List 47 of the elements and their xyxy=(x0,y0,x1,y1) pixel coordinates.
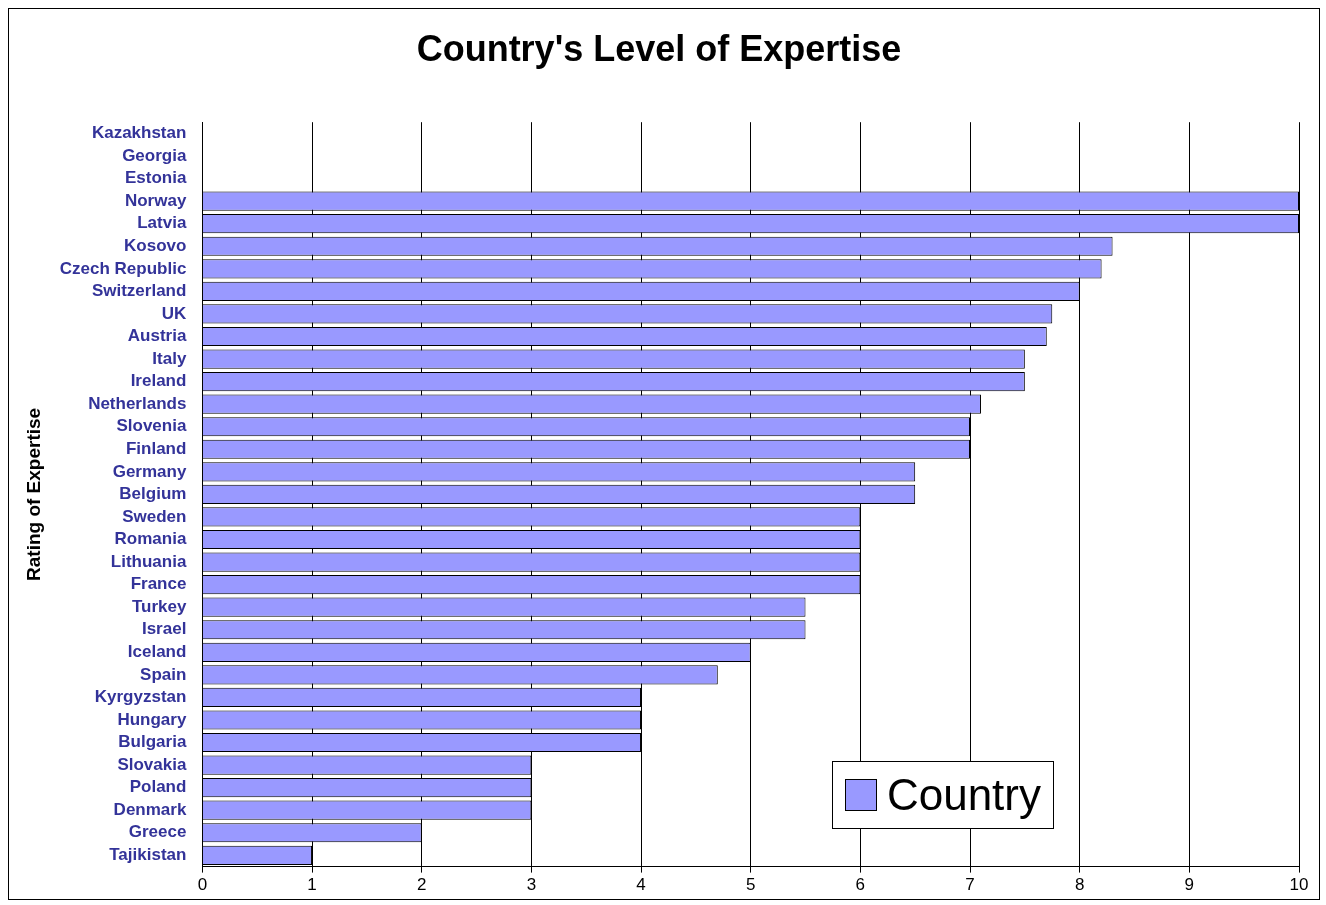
y-tick-label: Finland xyxy=(125,438,187,458)
y-tick-label: Czech Republic xyxy=(59,258,187,278)
x-tick-label: 10 xyxy=(1289,875,1309,895)
y-tick-label: Poland xyxy=(129,777,187,797)
y-tick-label: Germany xyxy=(112,461,187,481)
x-tick-label: 0 xyxy=(197,875,208,895)
y-tick-label: Turkey xyxy=(131,596,187,616)
y-tick-label: Switzerland xyxy=(91,281,187,301)
x-tick-label: 3 xyxy=(526,875,537,895)
y-tick-label: Lithuania xyxy=(110,551,187,571)
y-tick-label: Latvia xyxy=(137,213,187,233)
y-tick-label: Slovakia xyxy=(117,754,187,774)
y-tick-label: Greece xyxy=(128,822,187,842)
y-tick-label: Slovenia xyxy=(116,416,187,436)
y-tick-label: Iceland xyxy=(127,641,187,661)
y-tick-label: Sweden xyxy=(122,506,187,526)
y-tick-label: Italy xyxy=(152,348,187,368)
y-tick-label: Kazakhstan xyxy=(91,123,187,143)
y-tick-label: Kyrgyzstan xyxy=(94,687,187,707)
y-tick-label: France xyxy=(130,574,187,594)
y-tick-label: Denmark xyxy=(113,799,187,819)
y-tick-label: Tajikistan xyxy=(109,845,187,865)
y-tick-label: Hungary xyxy=(117,709,187,729)
y-tick-label: Belgium xyxy=(119,484,187,504)
y-tick-label: Georgia xyxy=(122,145,187,165)
x-tick-label: 2 xyxy=(416,875,427,895)
legend-label: Country xyxy=(886,770,1041,820)
x-tick-label: 8 xyxy=(1074,875,1085,895)
x-tick-label: 4 xyxy=(636,875,646,895)
x-tick-label: 7 xyxy=(965,875,975,895)
y-tick-label: Estonia xyxy=(124,168,187,188)
y-tick-label: Austria xyxy=(127,326,187,346)
y-tick-label: UK xyxy=(161,303,188,323)
y-tick-label: Netherlands xyxy=(88,393,187,413)
x-tick-label: 1 xyxy=(307,875,317,895)
y-tick-label: Spain xyxy=(140,664,187,684)
y-tick-label: Norway xyxy=(124,190,187,210)
x-tick-label: 5 xyxy=(745,875,756,895)
y-tick-label: Bulgaria xyxy=(118,732,187,752)
y-tick-label: Romania xyxy=(114,529,187,549)
y-tick-label: Ireland xyxy=(130,371,187,391)
y-axis-title: Rating of Expertise xyxy=(22,407,44,581)
x-tick-label: 9 xyxy=(1184,875,1195,895)
chart-title: Country's Level of Expertise xyxy=(416,27,902,69)
y-tick-label: Israel xyxy=(141,619,187,639)
y-tick-label: Kosovo xyxy=(124,235,187,255)
x-tick-label: 6 xyxy=(855,875,866,895)
